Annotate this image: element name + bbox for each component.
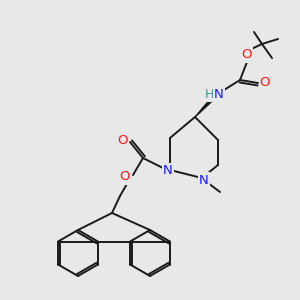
- Text: O: O: [260, 76, 270, 89]
- Text: N: N: [199, 173, 209, 187]
- Text: N: N: [163, 164, 173, 178]
- Text: N: N: [214, 88, 224, 100]
- Text: O: O: [118, 134, 128, 148]
- Text: H: H: [204, 88, 214, 100]
- Polygon shape: [195, 92, 219, 117]
- Text: O: O: [242, 49, 252, 62]
- Text: O: O: [119, 170, 129, 184]
